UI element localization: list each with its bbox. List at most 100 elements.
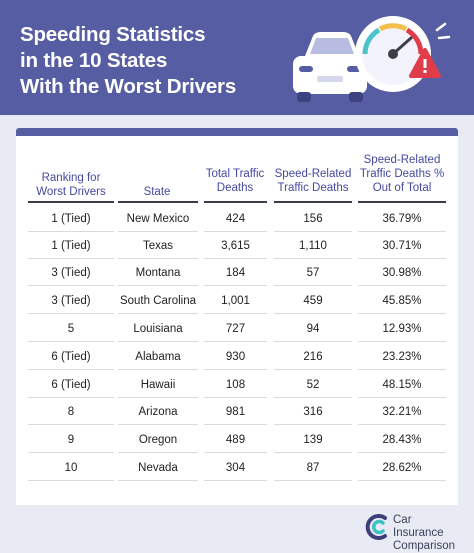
title-line-3: With the Worst Drivers	[20, 75, 237, 98]
row-rule	[274, 369, 352, 370]
logo-line-2: Comparison	[393, 540, 455, 552]
table-row: 5 Louisiana 727 94 12.93%	[0, 316, 474, 342]
header-rule	[28, 201, 114, 203]
row-rule	[118, 397, 198, 398]
row-rule	[358, 480, 446, 481]
cell-total: 489	[204, 427, 267, 453]
table-row: 3 (Tied) Montana 184 57 30.98%	[0, 260, 474, 286]
cell-pct: 23.23%	[358, 344, 446, 370]
row-rule	[204, 369, 267, 370]
row-rule	[28, 341, 114, 342]
cell-pct: 28.43%	[358, 427, 446, 453]
header-rule	[358, 201, 446, 203]
cell-pct: 48.15%	[358, 372, 446, 398]
cell-speed: 1,110	[274, 233, 352, 259]
row-rule	[204, 397, 267, 398]
cell-pct: 28.62%	[358, 455, 446, 481]
table-row: 9 Oregon 489 139 28.43%	[0, 427, 474, 453]
header-rule	[204, 201, 267, 203]
row-rule	[28, 480, 114, 481]
title-line-1: Speeding Statistics	[20, 23, 206, 46]
row-rule	[118, 424, 198, 425]
cell-rank: 6 (Tied)	[28, 344, 114, 370]
cell-rank: 9	[28, 427, 114, 453]
row-rule	[274, 424, 352, 425]
cell-total: 424	[204, 206, 267, 232]
cell-speed: 459	[274, 288, 352, 314]
cell-rank: 1 (Tied)	[28, 206, 114, 232]
cell-total: 108	[204, 372, 267, 398]
cell-speed: 156	[274, 206, 352, 232]
row-rule	[118, 313, 198, 314]
table-row: 6 (Tied) Hawaii 108 52 48.15%	[0, 372, 474, 398]
row-rule	[28, 231, 114, 232]
row-rule	[274, 231, 352, 232]
cell-total: 981	[204, 399, 267, 425]
row-rule	[204, 341, 267, 342]
row-rule	[28, 285, 114, 286]
row-rule	[274, 258, 352, 259]
row-rule	[358, 424, 446, 425]
header-total-deaths: Total Traffic Deaths	[205, 168, 265, 194]
cell-pct: 45.85%	[358, 288, 446, 314]
row-rule	[274, 452, 352, 453]
cell-speed: 216	[274, 344, 352, 370]
title-line-2: in the 10 States	[20, 49, 168, 72]
speeding-illustration	[293, 16, 451, 102]
cell-speed: 87	[274, 455, 352, 481]
cell-state: Oregon	[118, 427, 198, 453]
cell-rank: 1 (Tied)	[28, 233, 114, 259]
row-rule	[118, 452, 198, 453]
row-rule	[358, 452, 446, 453]
row-rule	[274, 397, 352, 398]
cell-state: Texas	[118, 233, 198, 259]
cell-speed: 316	[274, 399, 352, 425]
page-title: Speeding Statistics in the 10 States Wit…	[20, 22, 290, 100]
row-rule	[204, 452, 267, 453]
row-rule	[204, 231, 267, 232]
row-rule	[204, 424, 267, 425]
cell-speed: 57	[274, 260, 352, 286]
cell-state: Hawaii	[118, 372, 198, 398]
header-state: State	[143, 186, 171, 198]
table-row: 1 (Tied) Texas 3,615 1,110 30.71%	[0, 233, 474, 259]
row-rule	[274, 480, 352, 481]
cell-total: 727	[204, 316, 267, 342]
table-card-accent	[16, 128, 458, 136]
cell-rank: 3 (Tied)	[28, 288, 114, 314]
cell-pct: 30.98%	[358, 260, 446, 286]
row-rule	[358, 285, 446, 286]
cell-pct: 12.93%	[358, 316, 446, 342]
cell-total: 304	[204, 455, 267, 481]
cell-rank: 5	[28, 316, 114, 342]
row-rule	[118, 231, 198, 232]
row-rule	[204, 285, 267, 286]
cell-speed: 94	[274, 316, 352, 342]
table-row: 8 Arizona 981 316 32.21%	[0, 399, 474, 425]
cell-total: 1,001	[204, 288, 267, 314]
row-rule	[118, 480, 198, 481]
row-rule	[204, 313, 267, 314]
table-row: 3 (Tied) South Carolina 1,001 459 45.85%	[0, 288, 474, 314]
cell-state: Alabama	[118, 344, 198, 370]
row-rule	[118, 258, 198, 259]
header-rule	[274, 201, 352, 203]
cell-rank: 3 (Tied)	[28, 260, 114, 286]
row-rule	[118, 341, 198, 342]
row-rule	[28, 424, 114, 425]
car-icon	[293, 32, 367, 102]
cell-state: Arizona	[118, 399, 198, 425]
cell-pct: 30.71%	[358, 233, 446, 259]
logo-icon	[365, 514, 387, 540]
row-rule	[118, 285, 198, 286]
cell-pct: 36.79%	[358, 206, 446, 232]
row-rule	[358, 258, 446, 259]
row-rule	[358, 341, 446, 342]
cell-state: Louisiana	[118, 316, 198, 342]
table-row: 6 (Tied) Alabama 930 216 23.23%	[0, 344, 474, 370]
logo-line-1: Car Insurance	[393, 514, 444, 539]
row-rule	[28, 397, 114, 398]
row-rule	[28, 258, 114, 259]
warning-icon	[409, 22, 451, 78]
cell-rank: 8	[28, 399, 114, 425]
